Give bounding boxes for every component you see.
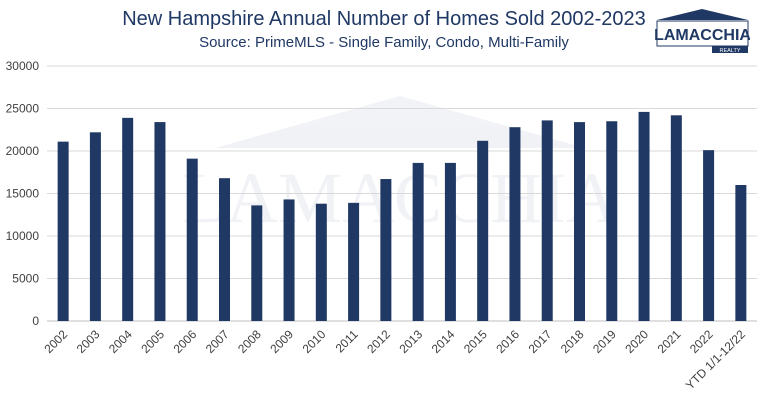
lamacchia-logo: LAMACCHIA REALTY bbox=[655, 9, 750, 54]
bar bbox=[89, 132, 101, 321]
bar bbox=[315, 203, 327, 321]
chart-title: New Hampshire Annual Number of Homes Sol… bbox=[122, 8, 646, 30]
bar bbox=[412, 162, 424, 321]
bar bbox=[574, 122, 585, 321]
x-tick-label: 2003 bbox=[74, 327, 103, 356]
x-tick-label: 2009 bbox=[267, 327, 296, 356]
x-tick-label: 2020 bbox=[622, 327, 651, 356]
y-tick-label: 30000 bbox=[6, 59, 40, 73]
x-tick-label: 2019 bbox=[590, 327, 619, 356]
bar bbox=[735, 185, 747, 321]
bar bbox=[670, 115, 682, 321]
x-tick-label: 2013 bbox=[396, 327, 425, 356]
x-tick-label: 2006 bbox=[171, 327, 200, 356]
logo-band bbox=[656, 20, 749, 47]
x-tick-label: 2008 bbox=[235, 327, 264, 356]
y-axis: 0 5000 10000 15000 20000 25000 30000 bbox=[6, 59, 40, 328]
logo-tag-bg bbox=[712, 46, 748, 53]
logo-roof-icon bbox=[657, 9, 748, 20]
x-tick-label: 2004 bbox=[106, 327, 135, 356]
bar bbox=[283, 199, 295, 321]
x-tick-label: 2007 bbox=[203, 327, 232, 356]
y-tick-label: 10000 bbox=[6, 229, 40, 243]
chart-subtitle: Source: PrimeMLS - Single Family, Condo,… bbox=[199, 34, 569, 51]
bar bbox=[154, 122, 166, 321]
logo-wordmark: LAMACCHIA bbox=[655, 27, 750, 44]
y-tick-label: 25000 bbox=[6, 102, 40, 116]
y-tick-label: 20000 bbox=[6, 144, 40, 158]
bar bbox=[444, 162, 456, 321]
bar bbox=[606, 121, 618, 321]
x-tick-label: 2017 bbox=[526, 327, 555, 356]
x-tick-label: 2011 bbox=[333, 327, 361, 355]
watermark-roof-icon bbox=[215, 96, 585, 148]
x-tick-label: YTD 1/1-12/22 bbox=[683, 327, 748, 392]
x-tick-label: 2016 bbox=[493, 327, 522, 356]
bar bbox=[509, 127, 521, 321]
x-tick-label: 2002 bbox=[41, 327, 70, 356]
bar bbox=[57, 141, 69, 321]
bar bbox=[122, 117, 134, 321]
bar bbox=[541, 120, 553, 322]
bar bbox=[703, 150, 715, 321]
bars bbox=[57, 111, 747, 322]
y-tick-label: 15000 bbox=[6, 187, 40, 201]
bar bbox=[638, 111, 650, 322]
bar bbox=[219, 178, 230, 321]
x-tick-label: 2021 bbox=[655, 327, 684, 356]
bar bbox=[251, 205, 263, 321]
bar bbox=[477, 140, 489, 321]
y-tick-label: 0 bbox=[32, 314, 39, 328]
x-tick-label: 2015 bbox=[461, 327, 490, 356]
bar bbox=[186, 158, 198, 321]
logo-tagline: REALTY bbox=[720, 48, 741, 54]
x-tick-label: 2012 bbox=[364, 327, 393, 356]
bar bbox=[348, 202, 360, 321]
x-tick-label: 2022 bbox=[687, 327, 716, 356]
x-tick-label: 2018 bbox=[558, 327, 587, 356]
x-tick-label: 2014 bbox=[429, 327, 458, 356]
y-tick-label: 5000 bbox=[12, 272, 39, 286]
x-tick-label: 2005 bbox=[138, 327, 167, 356]
x-tick-label: 2010 bbox=[300, 327, 329, 356]
bar bbox=[380, 179, 392, 321]
x-axis: 2002 2003 2004 2005 2006 2007 2008 2009 2010 2011… bbox=[41, 327, 748, 392]
